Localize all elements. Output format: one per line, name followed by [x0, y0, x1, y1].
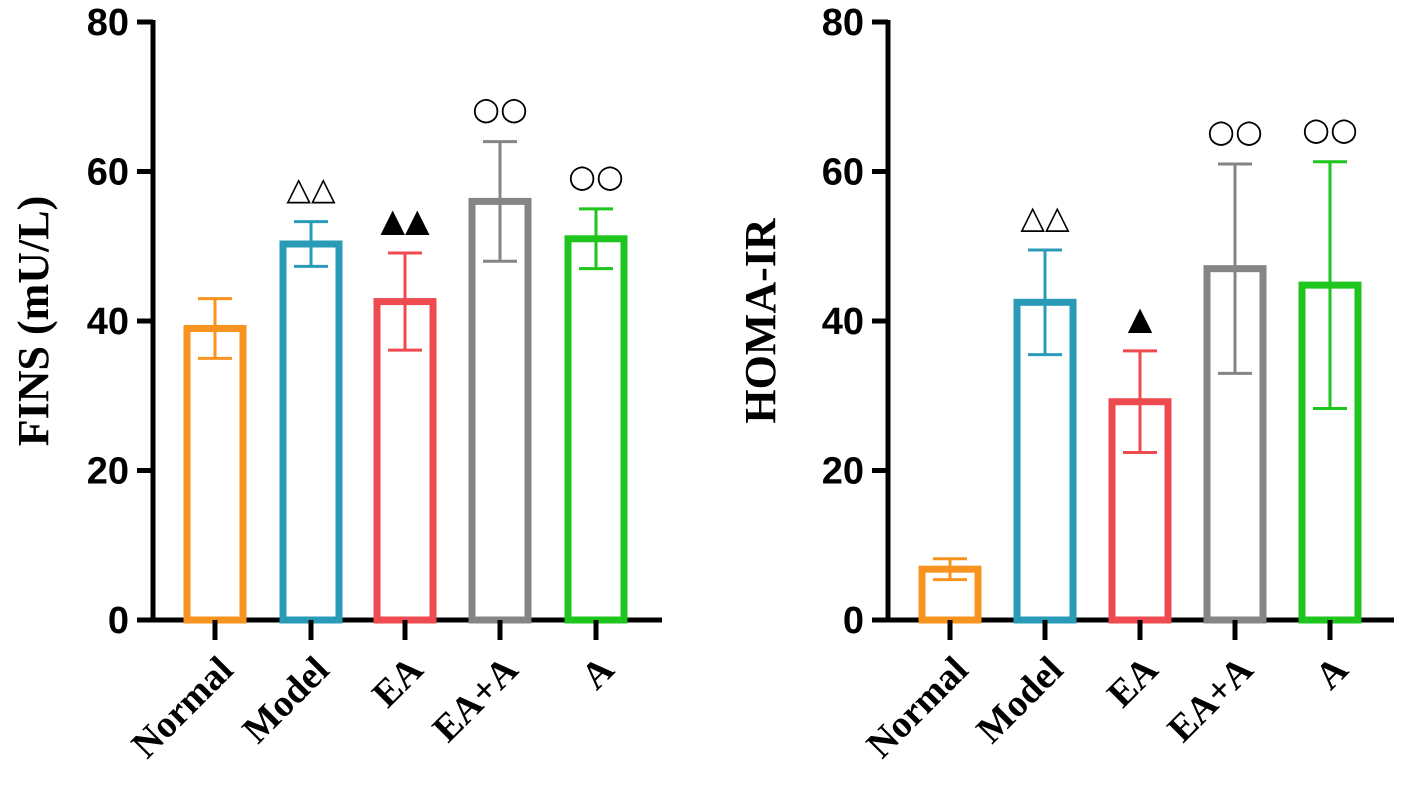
x-category-label: Model [235, 649, 338, 752]
x-category-label: EA+A [425, 648, 527, 750]
y-tick-label: 80 [822, 2, 864, 44]
x-category-label: Model [969, 649, 1072, 752]
significance-marker: △△ [1020, 198, 1070, 236]
significance-marker: ○○ [472, 90, 528, 128]
chart-panel-2: 0 20 40 60 80 HOMA-IR Normal △△ Model ▲ EA ○○ EA+A ○○… [736, 2, 1394, 766]
x-category-label: EA+A [1160, 648, 1262, 750]
bar-ea-a [468, 197, 532, 624]
y-axis-label: HOMA-IR [736, 217, 785, 424]
significance-marker: ▲ [1128, 299, 1153, 337]
y-tick-label: 40 [822, 301, 864, 343]
y-tick-label: 0 [108, 600, 129, 642]
y-tick-label: 80 [87, 2, 129, 44]
significance-marker: ○○ [1207, 112, 1263, 150]
bar-a [564, 235, 628, 624]
x-category-label: EA [364, 648, 431, 715]
significance-marker: ○○ [1302, 110, 1358, 148]
x-category-label: A [1307, 648, 1356, 697]
x-category-label: Normal [859, 649, 977, 767]
y-tick-label: 20 [87, 451, 129, 493]
x-category-label: Normal [124, 649, 242, 767]
y-tick-label: 60 [87, 152, 129, 194]
y-tick-label: 0 [843, 600, 864, 642]
y-tick-label: 20 [822, 451, 864, 493]
y-axis-label: FINS (mU/L) [9, 196, 58, 447]
bar-model [279, 240, 343, 624]
x-category-label: EA [1099, 648, 1166, 715]
chart-panel-1: 0 20 40 60 80 FINS (mU/L) Normal △△ Model ▲▲ EA ○○ E… [9, 2, 662, 766]
significance-marker: ▲▲ [380, 201, 430, 239]
y-tick-label: 60 [822, 152, 864, 194]
significance-marker: ○○ [568, 157, 624, 195]
x-category-label: A [573, 648, 622, 697]
bar-normal [183, 324, 247, 624]
y-tick-label: 40 [87, 301, 129, 343]
significance-marker: △△ [286, 170, 336, 208]
